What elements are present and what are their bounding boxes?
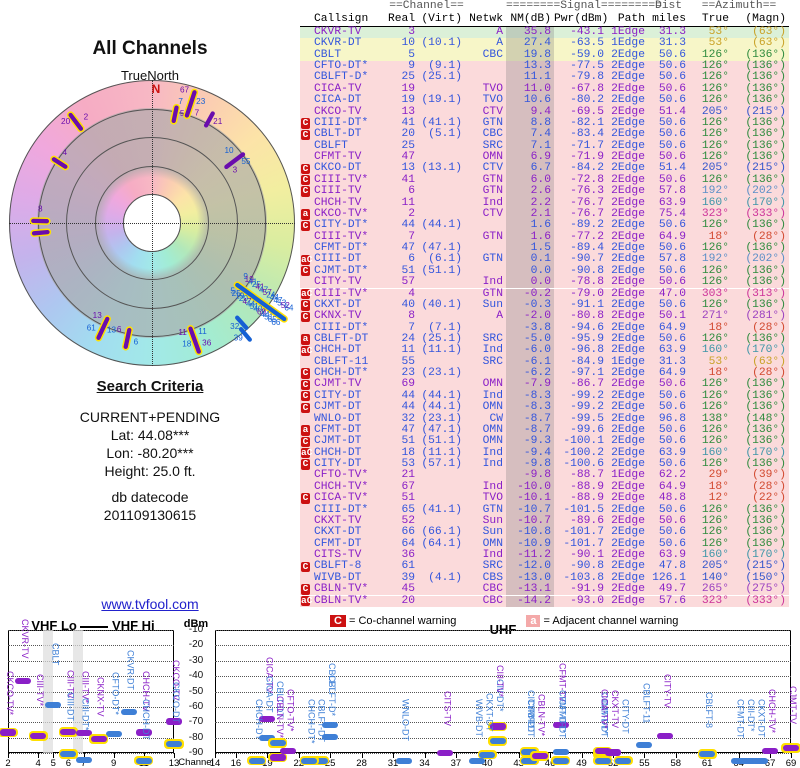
svg-text:52: 52: [281, 301, 291, 310]
svg-text:47: 47: [273, 296, 283, 305]
svg-text:64: 64: [284, 304, 294, 313]
svg-text:65: 65: [268, 315, 278, 324]
svg-text:53: 53: [277, 299, 287, 308]
svg-text:66: 66: [271, 318, 281, 327]
svg-text:51: 51: [264, 313, 274, 322]
